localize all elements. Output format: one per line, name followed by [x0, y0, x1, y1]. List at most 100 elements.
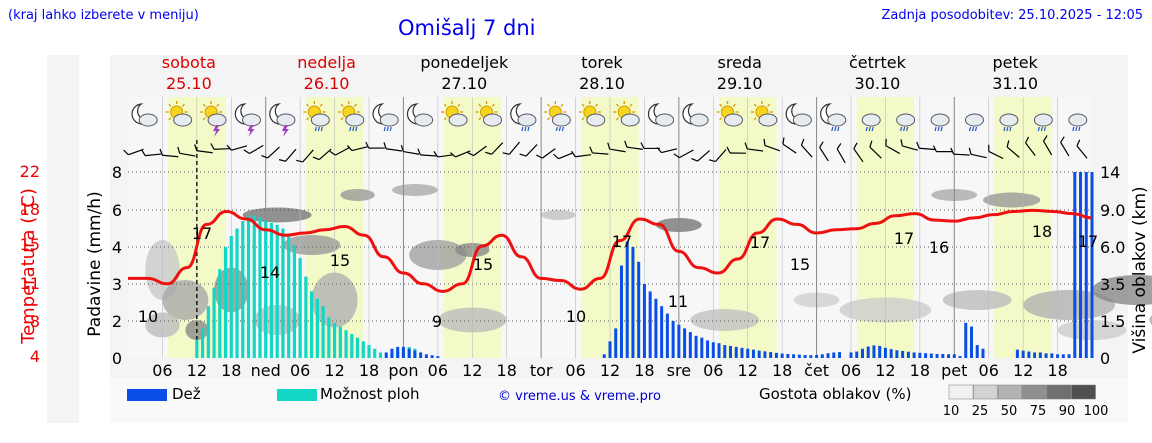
rain-bar [384, 352, 388, 358]
wind-barb [988, 144, 1004, 160]
rain-bar [947, 354, 951, 358]
wind-barb [449, 150, 471, 158]
sun-ray [202, 103, 206, 107]
wind-barb [782, 137, 797, 154]
rain-bar [424, 354, 428, 358]
rain-bar [1038, 352, 1042, 358]
x-tick-label: 12 [875, 361, 895, 380]
rain-bar [642, 284, 646, 358]
legend-rain-swatch [127, 389, 167, 401]
shower-bar [275, 224, 279, 358]
shower-bar [252, 215, 256, 358]
shower-bar [327, 317, 331, 358]
temperature-value-label: 9 [432, 312, 442, 331]
raindrop [386, 126, 389, 132]
temperature-value-label: 17 [1078, 232, 1098, 251]
sun-ray [202, 117, 206, 121]
wind-barb-flag [502, 152, 510, 155]
rain-bar [889, 349, 893, 358]
wind-barb-shaft [267, 146, 280, 159]
wind-barb [243, 144, 264, 155]
x-tick-label: 12 [187, 361, 207, 380]
wind-barb [278, 148, 297, 162]
rain-bar [608, 341, 612, 358]
cloud-shape [1033, 113, 1053, 127]
temperature-value-label: 14 [260, 263, 280, 282]
wind-barb-flag [744, 142, 748, 150]
shower-bar [298, 258, 302, 358]
wind-barb-flag [869, 140, 873, 148]
cloud-shape [724, 113, 743, 127]
rain-bar [1084, 172, 1088, 358]
sun-ray [615, 103, 620, 107]
cloud-shape [173, 113, 193, 127]
wind-barb-flag [932, 145, 937, 152]
wind-barb-shaft [508, 141, 521, 155]
wind-barb-flag [226, 144, 232, 151]
temperature-line [128, 208, 1093, 293]
rain-bar [700, 337, 704, 358]
rain-bar [1061, 354, 1065, 358]
rain-bar [941, 353, 945, 358]
wind-barb-flag [673, 153, 680, 159]
shower-bar [355, 337, 360, 358]
precip-tick-label: 3 [112, 275, 122, 294]
sun-ray [340, 117, 344, 121]
cloud-shape [689, 113, 709, 127]
wind-barb [853, 142, 864, 163]
sun-ray [216, 103, 220, 107]
sun-ray [181, 103, 185, 107]
copyright[interactable]: © vreme.us & vreme.pro [498, 389, 661, 404]
wind-barb [932, 145, 953, 153]
day-name: sreda [718, 53, 762, 72]
wind-barb-flag [853, 142, 858, 149]
sun-ray [457, 103, 461, 107]
rain-bar [878, 345, 882, 358]
rain-bar [390, 348, 394, 358]
wind-barb-flag [571, 150, 576, 158]
wind-barb-flag [383, 142, 387, 149]
temperature-value-label: 17 [612, 232, 632, 251]
wind-barb-flag [916, 141, 920, 149]
rain-bar [711, 342, 715, 358]
raindrop [903, 126, 906, 132]
cloud-shape [965, 113, 984, 127]
wind-barb-flag [968, 147, 972, 155]
temperature-axis-title: Temperatura (°C) [18, 188, 39, 345]
sun-ray [306, 103, 310, 107]
x-tick-label: tor [530, 361, 553, 380]
shower-bar [246, 215, 251, 358]
shower-bar [281, 228, 285, 358]
wind-barb-shaft [1025, 142, 1036, 156]
wind-barb-shaft [196, 150, 213, 154]
sun-ray [168, 117, 172, 121]
x-axis-panel [110, 358, 1128, 378]
shower-bar [361, 341, 365, 358]
wind-barb-shaft [420, 154, 437, 157]
x-tick-label: 18 [221, 361, 241, 380]
raindrop [527, 126, 530, 132]
cloud-height-tick-label: 1.5 [1100, 312, 1125, 331]
cloud-shape [655, 113, 675, 127]
sun-cloud-rain-icon [303, 101, 330, 132]
shower-bar [292, 245, 297, 358]
rain-bar [1056, 354, 1060, 358]
wind-barb-flag [1060, 136, 1065, 143]
rain-bar [970, 326, 973, 358]
cloud-density-patch [541, 210, 576, 220]
sun-ray [547, 117, 551, 121]
rain-bar [797, 354, 801, 358]
wind-barb-flag [1043, 135, 1048, 142]
shower-bar [367, 345, 371, 358]
sun-cloud-rain-icon [544, 101, 571, 132]
cloud-height-tick-label: 3.5 [1100, 275, 1125, 294]
rain-bar [981, 348, 985, 358]
sun-cloud-icon [716, 101, 743, 127]
raindrop [320, 126, 323, 132]
wind-barb [433, 151, 454, 158]
moon-cloud-icon [131, 103, 158, 127]
wind-barb [141, 149, 162, 157]
raindrop [352, 126, 355, 132]
temperature-tick-label: 8 [30, 312, 40, 331]
